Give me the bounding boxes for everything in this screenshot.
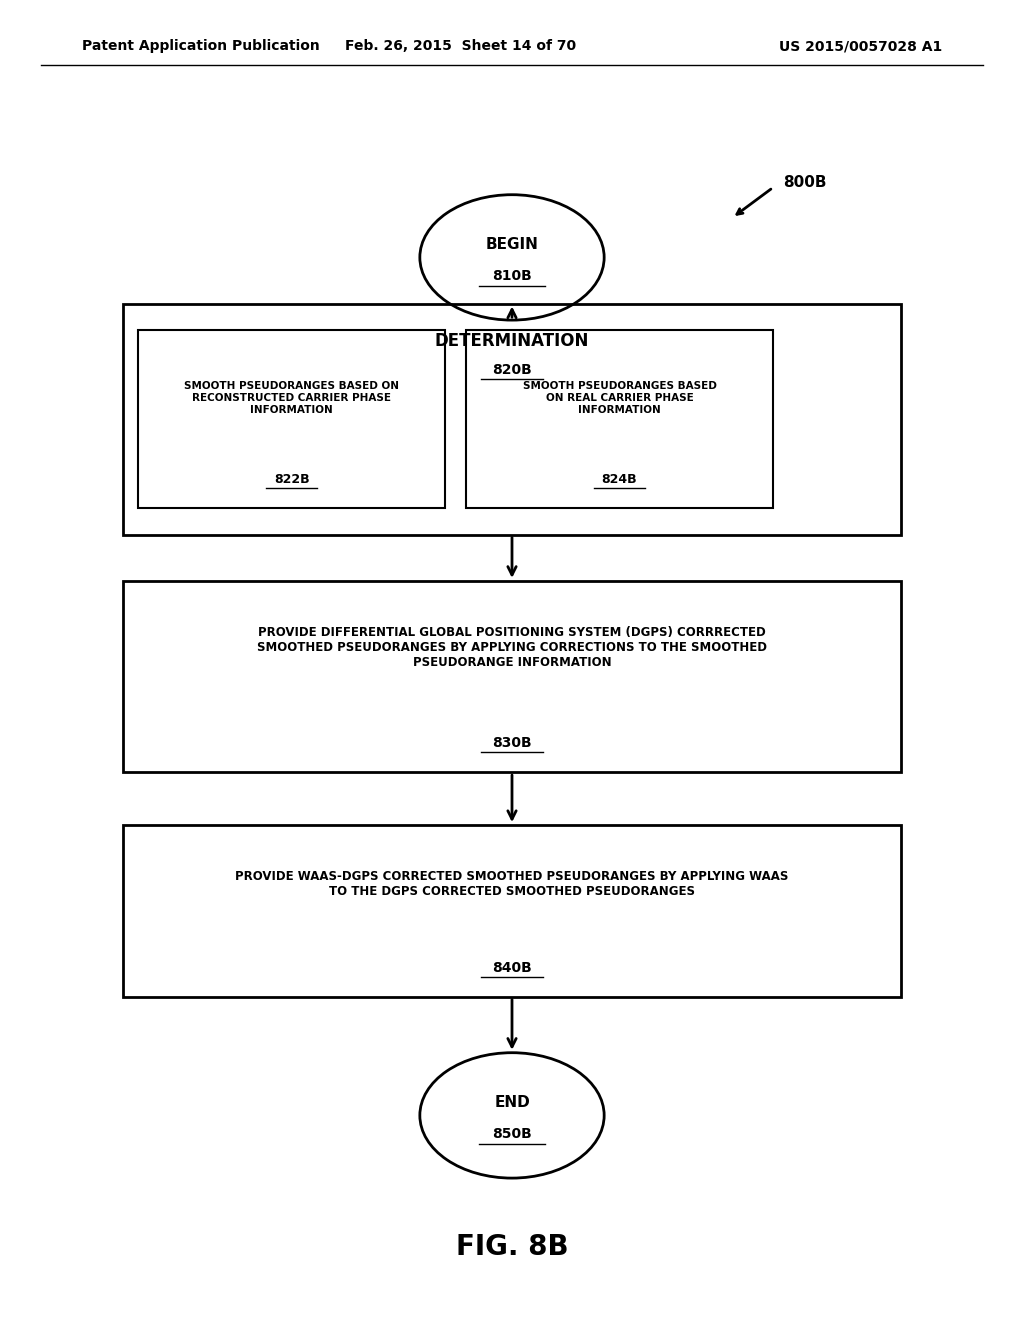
Text: END: END: [495, 1094, 529, 1110]
Text: 822B: 822B: [274, 473, 309, 486]
Text: PROVIDE DIFFERENTIAL GLOBAL POSITIONING SYSTEM (DGPS) CORRRECTED
SMOOTHED PSEUDO: PROVIDE DIFFERENTIAL GLOBAL POSITIONING …: [257, 626, 767, 669]
Text: PROVIDE WAAS-DGPS CORRECTED SMOOTHED PSEUDORANGES BY APPLYING WAAS
TO THE DGPS C: PROVIDE WAAS-DGPS CORRECTED SMOOTHED PSE…: [236, 870, 788, 899]
Text: 840B: 840B: [493, 961, 531, 974]
Text: Feb. 26, 2015  Sheet 14 of 70: Feb. 26, 2015 Sheet 14 of 70: [345, 40, 577, 53]
Text: 850B: 850B: [493, 1127, 531, 1140]
Text: DETERMINATION: DETERMINATION: [435, 331, 589, 350]
Text: SMOOTH PSEUDORANGES BASED
ON REAL CARRIER PHASE
INFORMATION: SMOOTH PSEUDORANGES BASED ON REAL CARRIE…: [522, 381, 717, 414]
Text: 830B: 830B: [493, 737, 531, 750]
Text: 820B: 820B: [493, 363, 531, 376]
Text: BEGIN: BEGIN: [485, 236, 539, 252]
Text: Patent Application Publication: Patent Application Publication: [82, 40, 319, 53]
Text: US 2015/0057028 A1: US 2015/0057028 A1: [779, 40, 942, 53]
Text: 800B: 800B: [783, 174, 826, 190]
Text: 810B: 810B: [493, 269, 531, 282]
Text: SMOOTH PSEUDORANGES BASED ON
RECONSTRUCTED CARRIER PHASE
INFORMATION: SMOOTH PSEUDORANGES BASED ON RECONSTRUCT…: [184, 381, 399, 414]
Text: 824B: 824B: [602, 473, 637, 486]
Text: FIG. 8B: FIG. 8B: [456, 1233, 568, 1262]
